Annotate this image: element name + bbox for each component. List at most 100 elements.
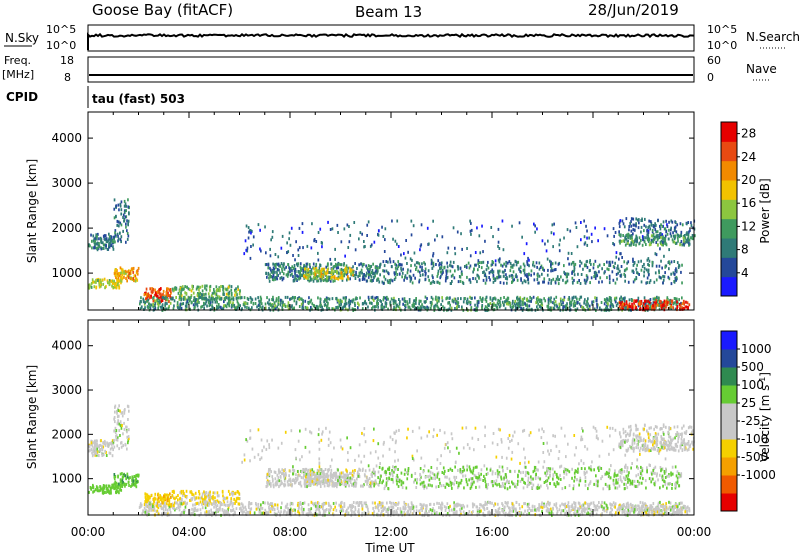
power-cell [113,279,115,283]
velocity-cell [502,511,505,514]
power-cell [201,293,204,297]
power-cell [216,307,218,311]
power-cell [511,279,514,283]
power-cell [635,222,637,226]
power-cell [451,298,454,302]
power-cell [369,244,372,248]
velocity-cell [209,490,211,494]
velocity-cell [120,488,123,492]
power-cell [466,275,468,279]
power-cell [460,232,462,236]
power-cell [395,263,398,267]
power-cell [384,301,387,305]
power-cell [558,249,561,253]
power-cell [334,279,336,283]
power-cell [404,305,407,309]
power-cell [269,303,272,307]
power-cell [626,261,628,265]
power-cell [658,269,660,273]
power-cell [594,226,596,230]
power-cell [430,300,433,304]
power-cell [166,287,168,291]
power-cell [608,274,611,278]
power-cell [325,296,328,300]
power-cell [589,259,591,263]
power-cell [423,300,426,304]
power-cell [518,267,521,271]
power-cell [384,277,387,281]
power-cell [681,296,683,300]
power-cell [659,224,661,228]
velocity-cell [175,507,178,510]
power-cell [119,204,122,208]
power-cell [614,231,617,234]
velocity-cell [538,508,540,512]
velocity-cell [578,502,581,506]
power-cell [469,280,472,284]
power-cell [351,271,354,275]
nave-label: Nave [746,62,777,76]
power-cell [596,305,598,309]
power-cell [146,296,148,300]
power-cell [365,274,367,278]
power-cell [650,239,653,243]
power-cell [367,220,370,224]
velocity-cell [178,508,181,512]
power-cell [420,223,423,227]
power-cell [632,232,634,236]
velocity-cell [446,512,449,515]
power-cell [554,261,557,265]
power-cell [116,277,118,281]
power-cell [89,244,91,248]
power-cell [113,281,115,285]
power-cell [326,279,329,283]
velocity-cell [101,446,103,450]
velocity-cell [172,496,175,500]
velocity-cell [367,510,370,514]
power-cell [640,268,643,272]
power-cell [326,271,329,275]
power-cell [344,268,346,272]
velocity-cell [105,454,108,457]
power-cell [191,287,194,291]
power-cell [361,232,363,236]
power-cell [272,274,275,278]
velocity-cell [216,491,219,495]
power-cell [608,299,610,303]
power-cell [430,303,433,307]
power-cell [192,291,195,295]
power-cell [610,296,612,300]
power-cell [228,304,231,308]
power-cell [546,273,549,277]
velocity-cell [218,500,220,504]
power-cell [566,272,568,276]
power-cell [618,305,621,309]
power-cell [114,283,116,287]
velocity-cell [156,501,159,505]
power-cell [320,303,322,307]
power-cell [313,275,315,279]
power-cell [119,238,122,242]
power-cell [313,267,316,271]
power-cell [376,278,378,282]
power-cell [400,268,403,272]
power-cell [376,299,379,303]
power-cell [265,272,267,275]
power-cell [341,300,343,304]
power-cell [202,297,205,300]
power-cell [333,276,336,280]
velocity-cell [108,484,111,488]
power-cell [301,267,304,271]
power-cell [311,307,313,311]
velocity-cell [119,472,122,476]
power-cell [140,296,142,300]
power-cell [442,270,444,274]
velocity-cell [232,491,234,495]
power-cell [179,303,182,307]
power-cell [229,300,232,304]
power-cell [394,301,397,305]
power-cell [246,296,249,300]
power-cell [606,260,608,264]
velocity-cell [565,505,568,508]
velocity-cell [663,504,665,508]
